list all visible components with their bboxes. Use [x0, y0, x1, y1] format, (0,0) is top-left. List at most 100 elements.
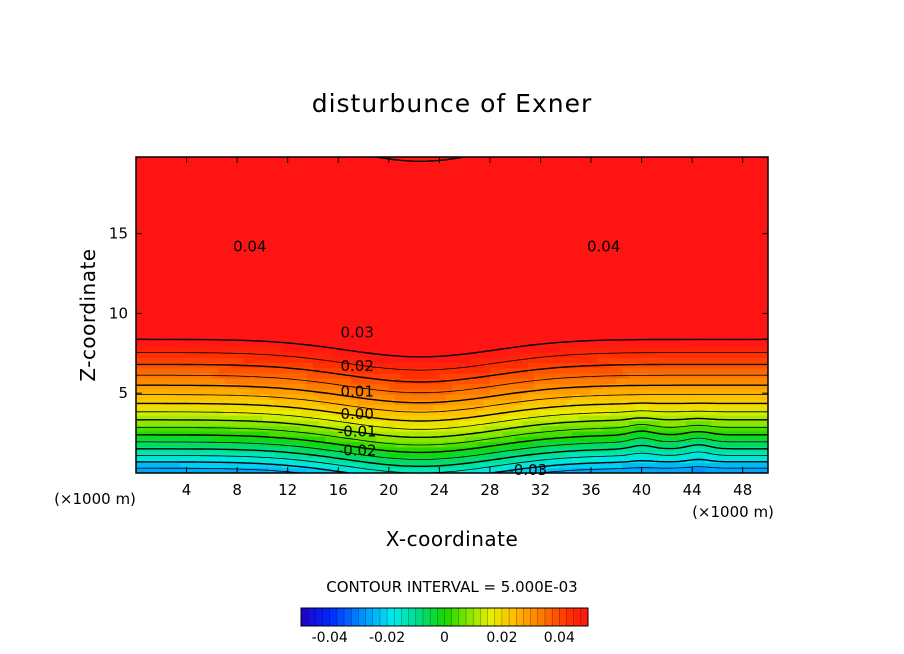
heatmap-cell — [180, 346, 188, 353]
heatmap-cell — [249, 351, 257, 358]
heatmap-cell — [256, 309, 263, 316]
heatmap-cell — [319, 204, 327, 211]
heatmap-cell — [262, 278, 270, 284]
heatmap-cell — [540, 241, 548, 248]
heatmap-cell — [218, 357, 226, 363]
heatmap-cell — [224, 204, 232, 211]
heatmap-cell — [218, 288, 226, 295]
heatmap-cell — [464, 420, 472, 427]
heatmap-cell — [584, 451, 592, 458]
heatmap-cell — [243, 441, 251, 448]
heatmap-cell — [224, 199, 232, 205]
heatmap-cell — [300, 193, 308, 200]
heatmap-cell — [508, 225, 516, 232]
heatmap-cell — [382, 430, 390, 437]
heatmap-cell — [319, 199, 327, 205]
heatmap-cell — [489, 315, 497, 321]
heatmap-cell — [452, 183, 459, 190]
heatmap-cell — [540, 320, 548, 327]
heatmap-cell — [256, 209, 263, 216]
heatmap-cell — [426, 315, 434, 321]
heatmap-cell — [243, 309, 251, 316]
heatmap-cell — [527, 199, 535, 205]
heatmap-cell — [654, 299, 662, 306]
heatmap-cell — [426, 162, 434, 169]
heatmap-cell — [628, 251, 636, 258]
heatmap-cell — [218, 178, 226, 184]
heatmap-cell — [388, 420, 396, 427]
heatmap-cell — [502, 293, 510, 300]
heatmap-cell — [237, 178, 245, 184]
heatmap-cell — [148, 325, 156, 332]
heatmap-cell — [502, 451, 510, 458]
heatmap-cell — [312, 209, 320, 216]
heatmap-cell — [622, 204, 630, 211]
heatmap-cell — [527, 204, 535, 211]
heatmap-cell — [477, 467, 485, 473]
heatmap-cell — [148, 404, 156, 411]
heatmap-cell — [534, 409, 542, 416]
heatmap-cell — [300, 204, 308, 211]
heatmap-cell — [527, 320, 535, 327]
heatmap-cell — [616, 309, 624, 316]
heatmap-cell — [654, 357, 662, 363]
heatmap-cell — [559, 167, 567, 174]
heatmap-cell — [154, 267, 162, 274]
heatmap-cell — [173, 188, 181, 195]
heatmap-cell — [249, 315, 257, 321]
heatmap-cell — [287, 246, 295, 253]
heatmap-cell — [224, 283, 232, 290]
heatmap-cell — [660, 415, 668, 421]
heatmap-cell — [199, 157, 207, 163]
heatmap-cell — [407, 404, 415, 411]
heatmap-cell — [496, 341, 504, 348]
heatmap-cell — [477, 388, 485, 395]
heatmap-cell — [148, 420, 156, 427]
heatmap-cell — [458, 172, 466, 179]
heatmap-cell — [275, 251, 282, 258]
heatmap-cell — [350, 462, 358, 469]
heatmap-cell — [445, 251, 453, 258]
heatmap-cell — [477, 283, 485, 290]
heatmap-cell — [294, 299, 301, 306]
heatmap-cell — [173, 409, 181, 416]
heatmap-cell — [300, 430, 308, 437]
heatmap-cell — [546, 457, 554, 464]
heatmap-cell — [414, 257, 421, 263]
heatmap-cell — [458, 288, 466, 295]
heatmap-cell — [192, 225, 200, 232]
heatmap-cell — [546, 230, 554, 237]
heatmap-cell — [319, 309, 327, 316]
heatmap-cell — [376, 157, 384, 163]
heatmap-cell — [603, 357, 611, 363]
heatmap-cell — [369, 267, 377, 274]
heatmap-cell — [508, 346, 516, 353]
heatmap-cell — [496, 315, 504, 321]
heatmap-cell — [148, 267, 156, 274]
heatmap-cell — [262, 293, 270, 300]
heatmap-cell — [502, 162, 510, 169]
heatmap-cell — [167, 267, 175, 274]
heatmap-cell — [603, 420, 611, 427]
heatmap-cell — [268, 236, 276, 242]
heatmap-cell — [262, 415, 270, 421]
heatmap-cell — [224, 193, 232, 200]
heatmap-cell — [300, 209, 308, 216]
heatmap-cell — [420, 188, 428, 195]
heatmap-cell — [199, 409, 207, 416]
heatmap-cell — [572, 278, 579, 284]
heatmap-cell — [508, 236, 516, 242]
heatmap-cell — [369, 162, 377, 169]
heatmap-cell — [591, 394, 598, 400]
heatmap-cell — [616, 346, 624, 353]
heatmap-cell — [167, 330, 175, 337]
heatmap-cell — [426, 209, 434, 216]
heatmap-cell — [224, 346, 232, 353]
heatmap-cell — [319, 162, 327, 169]
heatmap-cell — [565, 241, 573, 248]
heatmap-cell — [445, 162, 453, 169]
heatmap-cell — [553, 183, 561, 190]
heatmap-cell — [572, 409, 579, 416]
heatmap-cell — [452, 367, 459, 374]
heatmap-cell — [357, 172, 365, 179]
